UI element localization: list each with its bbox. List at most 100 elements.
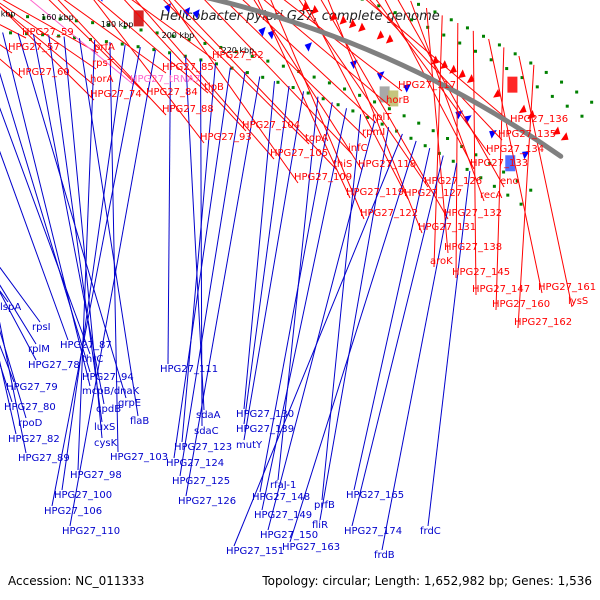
gene-label-forward: HPG27_93 [200,132,252,143]
label-connector [495,47,505,311]
gene-label-forward: HPG27_160 [492,299,550,310]
tick-dot [73,36,77,40]
gene-label-forward: HPG27_131 [418,222,476,233]
tick-dot [442,33,446,37]
gene-label-forward: HPG27_105 [270,148,328,159]
gene-label-reverse: HPG27_98 [70,470,122,481]
gene-label-forward: eno [500,176,519,187]
label-connector [321,114,362,501]
label-connector [63,0,167,74]
topology-label: Topology: circular; Length: 1,652,982 bp… [262,574,592,588]
tick-dot [136,45,140,49]
tick-dot [446,136,450,140]
label-connector [243,81,275,410]
forward-gene-arrow [301,1,310,12]
label-connector [270,0,365,220]
gene-label-reverse: HPG27_151 [226,546,284,557]
label-connector [185,56,205,411]
tick-dot [327,81,331,85]
tick-dot [58,17,62,21]
tick-dot [155,31,159,35]
gene-label-reverse: HPG27_149 [254,510,312,521]
label-connector [0,360,17,435]
gene-label-reverse: thrC [82,354,103,365]
gene-label-reverse: HPG27_103 [110,452,168,463]
label-connector [283,0,403,92]
label-connector [0,107,91,355]
tick-dot [152,48,156,52]
gene-label-forward: rplT [372,112,392,123]
gene-label-reverse: HPG27_110 [62,526,120,537]
tick-dot [245,71,249,75]
tick-dot [291,86,295,90]
label-connector [253,0,363,171]
tick-dot [187,38,191,42]
gene-label-forward: HPG27_74 [90,89,142,100]
tick-dot [171,34,175,38]
gene-label-reverse: HPG27_111 [160,364,218,375]
tick-dot [377,4,381,8]
tick-dot [107,23,111,27]
gene-label-reverse: frdB [374,550,395,561]
label-connector [304,0,409,200]
reverse-gene-arrow [403,83,412,93]
gene-label-reverse: HPG27_89 [18,453,70,464]
tick-dot [266,59,270,63]
gene-label-forward: HPG27_119 [346,187,404,198]
tick-dot [465,26,469,30]
gene-label-reverse: HPG27_87 [60,340,112,351]
gene-label-reverse: HPG27_165 [346,490,404,501]
label-connector [427,170,471,527]
tick-dot [465,167,469,171]
label-connector [0,284,37,345]
tick-dot [120,42,124,46]
gene-label-forward: aroK [430,256,453,267]
gene-label-reverse: HPG27_78 [28,360,80,371]
forward-gene-arrow [493,88,501,98]
tick-dot [57,34,61,38]
gene-label-forward: horA [90,74,114,85]
tick-dot [535,85,539,89]
label-connector [69,49,156,527]
gene-label-reverse: HPG27_150 [260,530,318,541]
gene-label-forward: HPG27_127 [404,188,462,199]
tick-dot [520,76,524,80]
reverse-gene-arrow [489,130,497,139]
tick-dot [123,25,127,29]
label-connector [289,140,417,543]
label-connector [131,0,217,62]
reverse-gene-arrow [463,115,472,124]
gene-label-reverse: mutY [236,440,263,451]
gene-label-forward: tlpB [204,82,224,93]
tick-dot [366,115,370,119]
gene-label-reverse: fliR [312,520,328,531]
tick-dot [336,103,340,107]
figure-title: Helicobacter pylori G27, complete genome [160,9,440,24]
label-connector [181,63,216,443]
gene-label-reverse: cysK [94,438,118,449]
gene-label-forward: HPG27_134 [486,144,544,155]
tick-dot [393,11,397,15]
gene-label-reverse: sdaA [196,410,221,421]
tick-dot [26,15,30,19]
tick-dot [431,129,435,133]
tick-dot [529,61,533,65]
label-connector [319,127,390,521]
tick-dot [281,64,285,68]
label-connector [243,91,305,441]
tick-dot [433,10,437,14]
gene-label-forward: prfA [94,42,115,53]
gene-label-reverse: HPG27_139 [236,424,294,435]
gene-label-forward: HPG27_126 [424,176,482,187]
label-connector [2,0,99,54]
forward-gene-arrow [449,64,457,74]
tick-dot [42,16,46,20]
tick-dot [214,62,218,66]
gene-label-reverse: HPG27_124 [166,458,224,469]
tick-dot [235,50,239,54]
gene-label-forward: lysS [568,296,588,307]
label-connector-layer [0,0,573,551]
gene-label-forward: thiS [333,159,352,170]
tick-dot [373,100,377,104]
